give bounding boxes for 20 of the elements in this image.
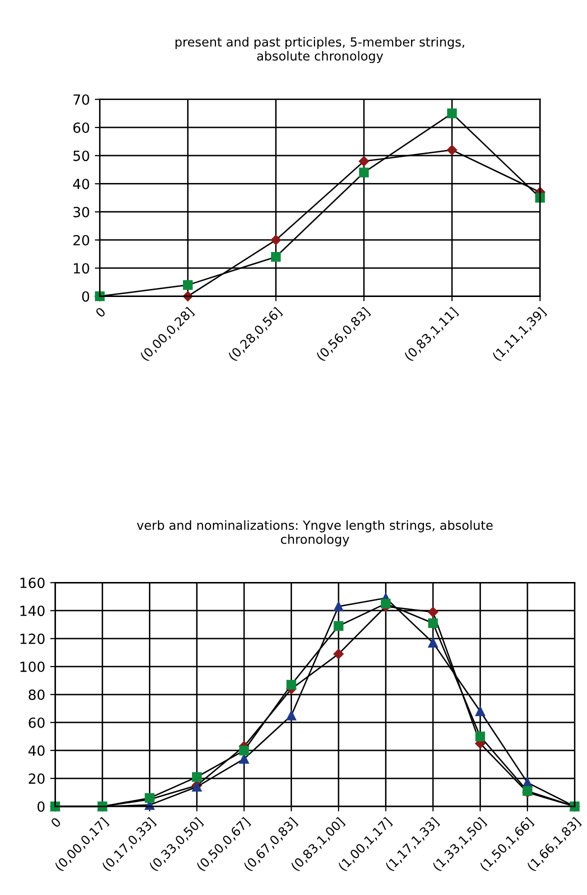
- y-tick-label: 80: [28, 689, 45, 700]
- y-tick-label: 40: [28, 745, 45, 756]
- y-tick-label: 20: [28, 773, 45, 784]
- y-tick-label: 120: [20, 634, 45, 644]
- y-tick-label: 40: [73, 178, 90, 190]
- y-tick-label: 160: [20, 578, 45, 588]
- y-tick-label: 50: [73, 150, 90, 162]
- y-tick-label: 30: [73, 206, 90, 218]
- y-tick-label: 140: [20, 606, 45, 616]
- y-tick-label: 0: [82, 291, 90, 302]
- y-tick-label: 100: [20, 662, 45, 672]
- y-tick-label: 70: [74, 94, 90, 105]
- chart-title: verb and nominalizations: Yngve length strings, absolute chronology: [136, 520, 493, 546]
- y-tick-label: 60: [28, 717, 45, 728]
- y-tick-label: 0: [38, 801, 45, 812]
- y-tick-label: 10: [74, 263, 90, 274]
- y-tick-label: 60: [73, 122, 90, 133]
- chart-title: present and past prticiples, 5-member strings, absolute chronology: [176, 36, 464, 64]
- x-tick-label: 0: [94, 306, 106, 318]
- y-tick-label: 20: [73, 234, 90, 246]
